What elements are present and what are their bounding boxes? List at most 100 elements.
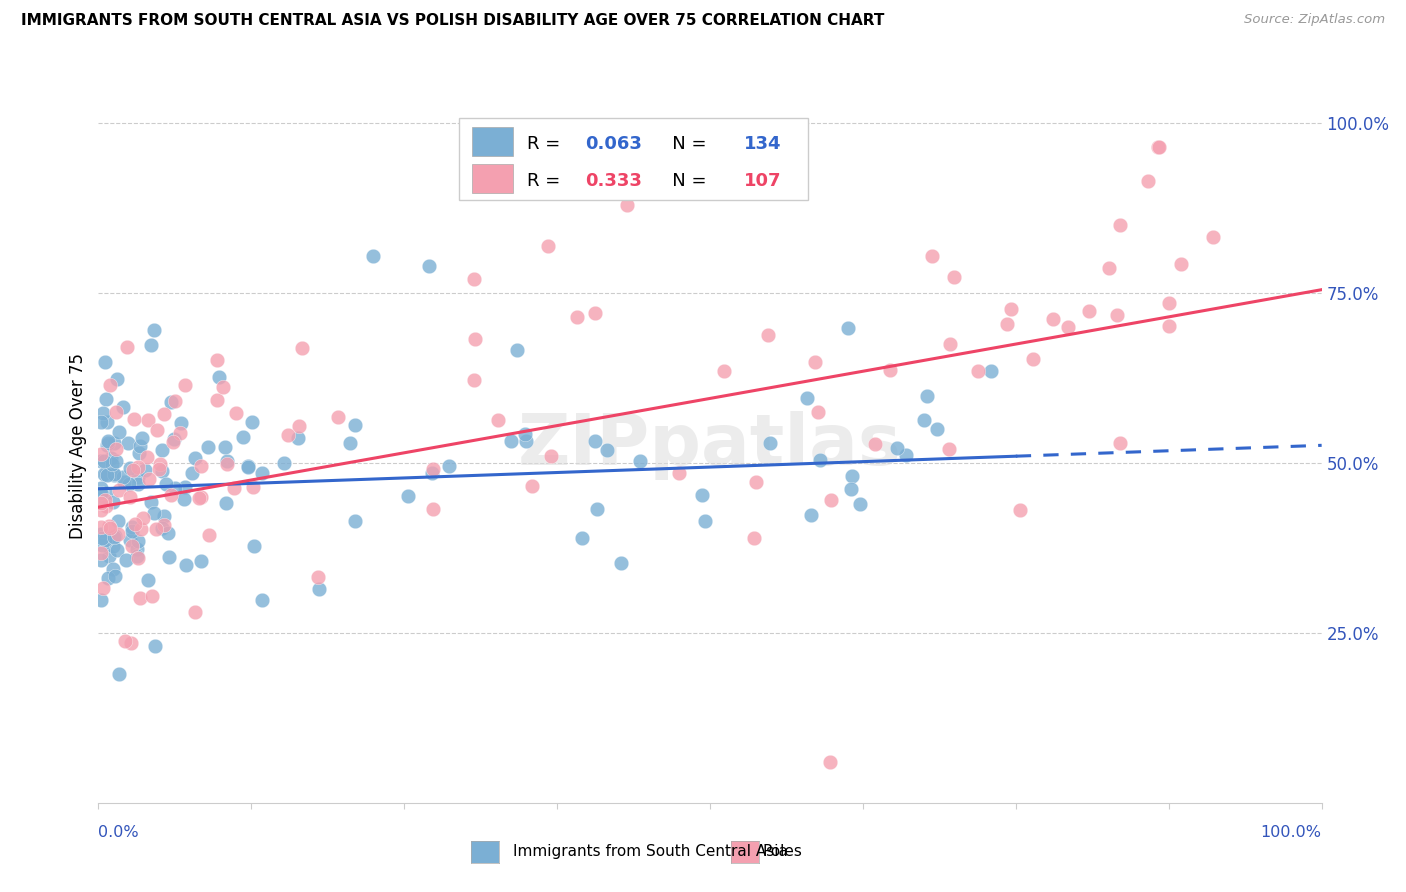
- Point: [104, 568, 127, 582]
- Point: [115, 340, 138, 354]
- Point: [173, 491, 195, 506]
- Text: 0.333: 0.333: [585, 172, 643, 190]
- Point: [127, 470, 149, 484]
- Text: 100.0%: 100.0%: [1261, 825, 1322, 840]
- Point: [184, 605, 207, 619]
- Point: [240, 416, 263, 430]
- Point: [162, 434, 184, 449]
- Text: Source: ZipAtlas.com: Source: ZipAtlas.com: [1244, 13, 1385, 27]
- Point: [153, 407, 176, 421]
- Point: [153, 517, 176, 532]
- Point: [97, 571, 120, 585]
- Point: [759, 435, 782, 450]
- Text: R =: R =: [526, 136, 565, 153]
- Point: [128, 591, 150, 605]
- Point: [804, 355, 827, 369]
- Point: [190, 554, 212, 568]
- Point: [141, 590, 163, 604]
- Point: [437, 458, 460, 473]
- Point: [942, 269, 965, 284]
- Point: [93, 467, 115, 481]
- Point: [912, 413, 935, 427]
- FancyBboxPatch shape: [460, 118, 808, 200]
- Point: [361, 250, 384, 264]
- Point: [184, 450, 207, 465]
- Point: [127, 459, 149, 474]
- Point: [165, 394, 187, 409]
- Point: [215, 496, 238, 510]
- Point: [571, 531, 593, 545]
- Point: [343, 514, 366, 528]
- Point: [236, 459, 259, 474]
- Point: [120, 533, 142, 548]
- Point: [205, 352, 228, 367]
- Point: [90, 531, 112, 545]
- Point: [153, 508, 176, 523]
- Point: [174, 378, 197, 392]
- Point: [101, 495, 124, 509]
- Bar: [471, 127, 513, 155]
- Point: [1022, 352, 1045, 367]
- Point: [143, 506, 166, 520]
- Point: [418, 259, 440, 273]
- Point: [90, 496, 112, 510]
- Point: [93, 493, 115, 508]
- Point: [129, 522, 152, 536]
- Point: [997, 318, 1019, 332]
- Point: [180, 466, 202, 480]
- Point: [90, 546, 112, 560]
- Point: [150, 464, 173, 478]
- Point: [96, 392, 118, 406]
- Point: [121, 520, 143, 534]
- Point: [796, 391, 818, 405]
- Point: [925, 422, 948, 436]
- Point: [104, 454, 127, 468]
- Point: [118, 490, 141, 504]
- Text: 0.0%: 0.0%: [98, 825, 139, 840]
- Point: [422, 502, 444, 516]
- Point: [96, 468, 118, 483]
- Point: [464, 332, 486, 346]
- Point: [1147, 140, 1170, 154]
- Point: [97, 434, 120, 448]
- Point: [163, 481, 186, 495]
- Point: [90, 527, 112, 541]
- Point: [148, 462, 170, 476]
- Point: [96, 438, 118, 452]
- Point: [143, 323, 166, 337]
- Point: [150, 521, 173, 535]
- Point: [339, 436, 361, 450]
- Point: [742, 531, 765, 545]
- Point: [107, 514, 129, 528]
- Point: [97, 436, 120, 450]
- Point: [668, 467, 690, 481]
- Point: [146, 423, 169, 437]
- Point: [190, 458, 212, 473]
- Point: [96, 416, 118, 430]
- Point: [205, 392, 228, 407]
- Point: [243, 539, 266, 553]
- Point: [212, 380, 235, 394]
- Point: [188, 491, 211, 506]
- Point: [94, 355, 117, 369]
- Point: [173, 480, 195, 494]
- Point: [101, 458, 124, 472]
- Point: [515, 434, 537, 449]
- Point: [90, 481, 112, 495]
- Point: [1159, 296, 1181, 310]
- Text: Poles: Poles: [762, 845, 801, 859]
- Point: [1105, 308, 1128, 322]
- Point: [616, 198, 638, 212]
- Point: [114, 475, 136, 490]
- Point: [136, 573, 159, 587]
- Point: [693, 515, 716, 529]
- Point: [94, 533, 117, 547]
- Point: [114, 633, 136, 648]
- Point: [849, 497, 872, 511]
- Point: [1077, 303, 1099, 318]
- Point: [90, 492, 112, 507]
- Point: [1008, 503, 1031, 517]
- Point: [713, 364, 735, 378]
- Point: [886, 441, 908, 455]
- Point: [540, 449, 562, 463]
